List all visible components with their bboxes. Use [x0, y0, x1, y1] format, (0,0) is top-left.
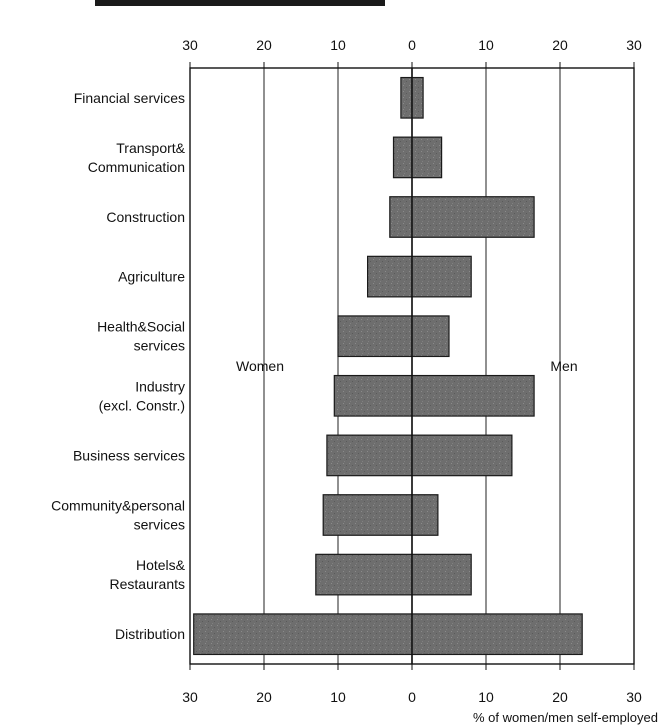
x-tick-label-top-4: 10	[478, 37, 494, 53]
x-tick-label-bottom-2: 10	[330, 689, 346, 705]
bar-men-1	[411, 136, 443, 179]
bar-women-2	[389, 196, 413, 238]
x-tick-label-top-6: 30	[626, 37, 642, 53]
bar-men-7	[411, 494, 439, 536]
x-tick-label-top-5: 20	[552, 37, 568, 53]
annotation-men: Men	[550, 358, 577, 374]
x-tick-label-top-3: 0	[408, 37, 416, 53]
category-label-0: Financial services	[74, 90, 185, 106]
category-label-8-line-0: Hotels&	[136, 557, 186, 573]
bar-men-9	[411, 613, 583, 656]
bar-women-7	[322, 494, 413, 536]
bar-women-0	[400, 76, 413, 119]
x-tick-label-bottom-6: 30	[626, 689, 642, 705]
x-tick-label-bottom-4: 10	[478, 689, 494, 705]
category-label-7-line-1: services	[134, 517, 185, 533]
bar-women-3	[367, 255, 413, 298]
bar-men-8	[411, 553, 472, 596]
category-label-1-line-1: Communication	[88, 159, 185, 175]
annotation-women: Women	[236, 358, 284, 374]
bar-women-1	[392, 136, 413, 179]
category-label-4-line-0: Health&Social	[97, 319, 185, 335]
bar-men-6	[411, 434, 513, 477]
category-label-2: Construction	[106, 209, 185, 225]
bar-women-5	[333, 374, 413, 417]
category-label-5-line-1: (excl. Constr.)	[99, 397, 185, 413]
category-label-9: Distribution	[115, 626, 185, 642]
bar-women-4	[337, 315, 413, 358]
category-label-7-line-0: Community&personal	[51, 498, 185, 514]
bar-men-0	[411, 76, 424, 119]
x-tick-label-top-0: 30	[182, 37, 198, 53]
bar-men-5	[411, 374, 535, 417]
x-tick-label-bottom-1: 20	[256, 689, 272, 705]
x-tick-label-bottom-3: 0	[408, 689, 416, 705]
category-label-5-line-0: Industry	[135, 378, 185, 394]
category-label-3: Agriculture	[118, 269, 185, 285]
x-tick-label-top-2: 10	[330, 37, 346, 53]
x-tick-label-bottom-5: 20	[552, 689, 568, 705]
x-tick-label-bottom-0: 30	[182, 689, 198, 705]
bar-men-2	[411, 196, 535, 238]
bar-women-8	[315, 553, 413, 596]
category-label-6: Business services	[73, 447, 185, 463]
bar-men-4	[411, 315, 450, 358]
x-axis-label: % of women/men self-employed	[473, 710, 658, 725]
category-label-8-line-1: Restaurants	[110, 576, 185, 592]
cropped-title-remnant	[95, 0, 385, 6]
bar-women-9	[193, 613, 413, 656]
category-label-1-line-0: Transport&	[116, 140, 185, 156]
x-tick-label-top-1: 20	[256, 37, 272, 53]
category-label-4-line-1: services	[134, 338, 185, 354]
bar-men-3	[411, 255, 472, 298]
bar-women-6	[326, 434, 413, 477]
